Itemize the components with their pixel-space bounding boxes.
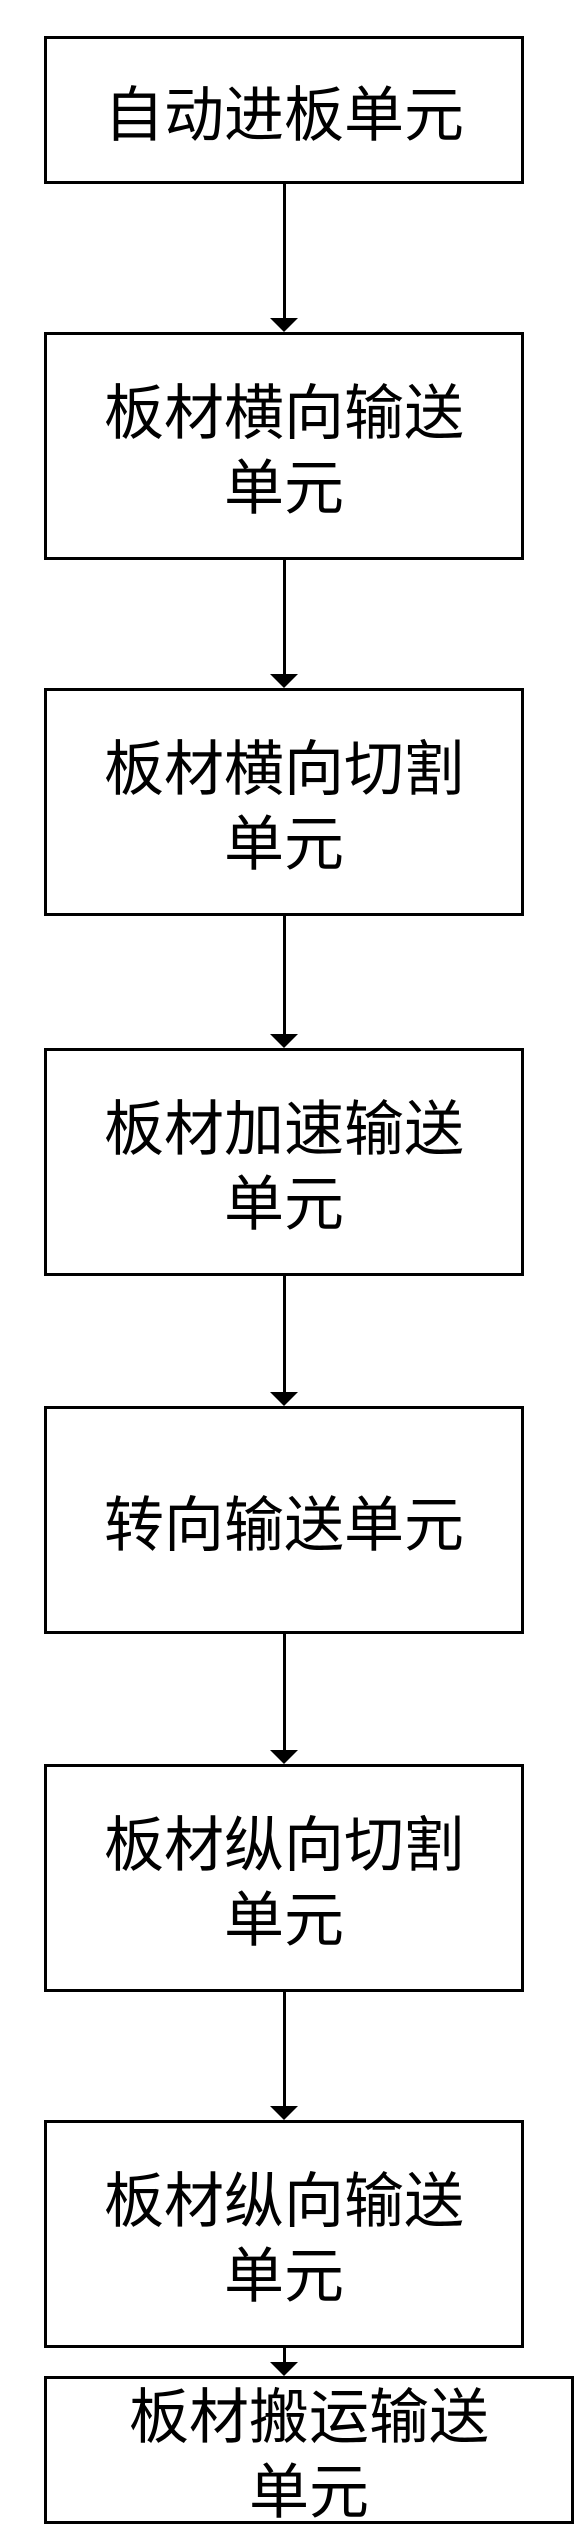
- flow-arrow-head: [270, 1750, 298, 1764]
- flow-node-label: 板材横向输送单元: [104, 371, 464, 521]
- flow-arrow-head: [270, 1392, 298, 1406]
- flow-arrow-head: [270, 1034, 298, 1048]
- flow-node-n8: 板材搬运输送单元: [44, 2376, 574, 2524]
- flow-node-n6: 板材纵向切割单元: [44, 1764, 524, 1992]
- flow-arrow-line: [283, 1634, 286, 1750]
- flow-node-n1: 自动进板单元: [44, 36, 524, 184]
- flow-node-n3: 板材横向切割单元: [44, 688, 524, 916]
- flow-node-n7: 板材纵向输送单元: [44, 2120, 524, 2348]
- flow-node-label: 板材搬运输送单元: [129, 2375, 489, 2525]
- flow-node-label: 板材纵向切割单元: [104, 1803, 464, 1953]
- flowchart-canvas: 自动进板单元板材横向输送单元板材横向切割单元板材加速输送单元转向输送单元板材纵向…: [0, 0, 582, 2535]
- flow-arrow-line: [283, 560, 286, 674]
- flow-node-label: 板材加速输送单元: [104, 1087, 464, 1237]
- flow-node-n4: 板材加速输送单元: [44, 1048, 524, 1276]
- flow-arrow-line: [283, 184, 286, 318]
- flow-arrow-head: [270, 318, 298, 332]
- flow-node-label: 转向输送单元: [104, 1483, 464, 1558]
- flow-arrow-line: [283, 1992, 286, 2106]
- flow-arrow-head: [270, 2106, 298, 2120]
- flow-node-label: 板材横向切割单元: [104, 727, 464, 877]
- flow-arrow-head: [270, 2362, 298, 2376]
- flow-node-n2: 板材横向输送单元: [44, 332, 524, 560]
- flow-arrow-head: [270, 674, 298, 688]
- flow-node-label: 板材纵向输送单元: [104, 2159, 464, 2309]
- flow-arrow-line: [283, 916, 286, 1034]
- flow-arrow-line: [283, 1276, 286, 1392]
- flow-node-label: 自动进板单元: [104, 73, 464, 148]
- flow-node-n5: 转向输送单元: [44, 1406, 524, 1634]
- flow-arrow-line: [283, 2348, 286, 2362]
